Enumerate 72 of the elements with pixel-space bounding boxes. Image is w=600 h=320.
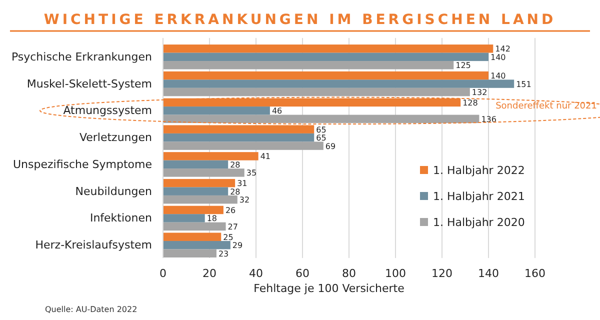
source-note: Quelle: AU-Daten 2022 xyxy=(45,305,138,314)
x-tick-label: 80 xyxy=(342,266,356,280)
data-label: 23 xyxy=(218,249,229,258)
data-label: 18 xyxy=(206,214,218,224)
bar xyxy=(163,142,324,150)
x-tick-label: 160 xyxy=(524,266,546,280)
y-tick-label: Atmungssystem xyxy=(63,104,152,118)
chart-title: WICHTIGE ERKRANKUNGEN IM BERGISCHEN LAND xyxy=(44,12,556,28)
bar xyxy=(163,206,224,214)
data-label: 65 xyxy=(316,134,326,143)
data-label: 25 xyxy=(223,232,234,242)
bar xyxy=(163,88,470,96)
bar xyxy=(163,106,270,115)
y-tick-label: Unspezifische Symptome xyxy=(13,158,152,171)
data-label: 128 xyxy=(462,98,478,108)
data-label: 27 xyxy=(228,222,238,232)
bar xyxy=(163,125,314,134)
y-tick-label: Herz-Kreislaufsystem xyxy=(35,238,152,252)
data-label: 35 xyxy=(246,168,257,178)
y-tick-label: Infektionen xyxy=(90,212,152,225)
x-axis-title: Fehltage je 100 Versicherte xyxy=(254,282,405,295)
data-label: 32 xyxy=(239,196,250,205)
bar xyxy=(163,98,461,107)
x-tick-label: 60 xyxy=(296,266,310,280)
bar xyxy=(163,214,205,222)
data-label: 69 xyxy=(325,142,336,151)
data-label: 31 xyxy=(237,179,248,188)
legend-label: 1. Halbjahr 2022 xyxy=(433,164,525,177)
y-tick-label: Neubildungen xyxy=(75,184,152,198)
bar xyxy=(163,178,236,188)
x-tick-label: 40 xyxy=(249,266,263,280)
bar xyxy=(163,160,228,169)
data-label: 125 xyxy=(456,61,471,70)
data-label: 132 xyxy=(472,88,488,98)
bar xyxy=(163,168,244,177)
bar xyxy=(163,232,222,241)
x-tick-label: 0 xyxy=(160,266,166,280)
bar xyxy=(163,52,488,62)
x-tick-label: 100 xyxy=(385,266,406,280)
data-label: 29 xyxy=(232,241,243,250)
data-label: 151 xyxy=(516,80,532,89)
data-label: 142 xyxy=(495,44,510,54)
bar xyxy=(163,152,258,160)
data-label: 65 xyxy=(316,125,326,134)
bar xyxy=(163,114,480,124)
y-tick-label: Psychische Erkrankungen xyxy=(11,50,152,64)
legend-label: 1. Halbjahr 2021 xyxy=(433,190,525,203)
data-label: 28 xyxy=(230,187,240,196)
data-label: 46 xyxy=(272,106,282,116)
y-tick-label: Verletzungen xyxy=(79,131,152,144)
x-tick-label: 140 xyxy=(478,266,499,280)
data-label: 26 xyxy=(225,206,236,215)
data-label: 136 xyxy=(481,114,496,124)
data-label: 140 xyxy=(490,72,506,81)
bar xyxy=(163,222,226,231)
bar xyxy=(163,195,238,204)
data-label: 41 xyxy=(260,152,271,162)
data-label: 140 xyxy=(490,52,506,62)
bar xyxy=(163,133,314,142)
x-tick-label: 20 xyxy=(202,266,216,280)
x-tick-label: 120 xyxy=(432,266,452,280)
y-tick-label: Muskel-Skelett-System xyxy=(26,77,152,90)
annotation: Sondereffekt nur 2021 xyxy=(496,102,597,112)
bar xyxy=(163,44,494,53)
bar xyxy=(163,240,230,250)
data-label: 28 xyxy=(230,160,240,170)
bar xyxy=(163,61,454,70)
bar xyxy=(163,249,216,258)
bar xyxy=(163,187,228,196)
bar xyxy=(163,71,488,80)
bar xyxy=(163,80,514,88)
legend-label: 1. Halbjahr 2020 xyxy=(433,216,525,229)
